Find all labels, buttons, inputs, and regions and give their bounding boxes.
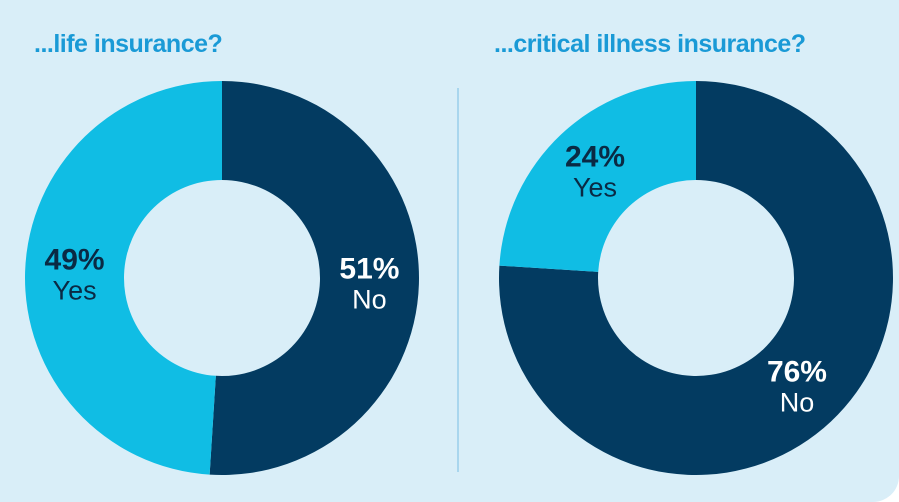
critical-illness-slice-yes xyxy=(499,81,696,272)
critical-illness-label-yes-percent: 24% xyxy=(565,140,625,173)
life-label-no-percent: 51% xyxy=(339,253,399,286)
life-label-yes-category: Yes xyxy=(53,275,97,305)
life-insurance-title: ...life insurance? xyxy=(34,30,223,58)
critical-illness-slice-no xyxy=(499,81,893,475)
divider xyxy=(457,88,459,472)
critical-illness-title: ...critical illness insurance? xyxy=(494,30,806,58)
life-slice-no xyxy=(209,81,420,476)
critical-illness-label-no-percent: 76% xyxy=(767,356,827,389)
life-label-no-category: No xyxy=(352,285,387,315)
critical-illness-label-yes-category: Yes xyxy=(573,172,617,202)
critical-illness-label-no-category: No xyxy=(780,388,815,418)
life-slice-yes xyxy=(25,81,222,475)
life-label-yes-percent: 49% xyxy=(45,243,105,276)
